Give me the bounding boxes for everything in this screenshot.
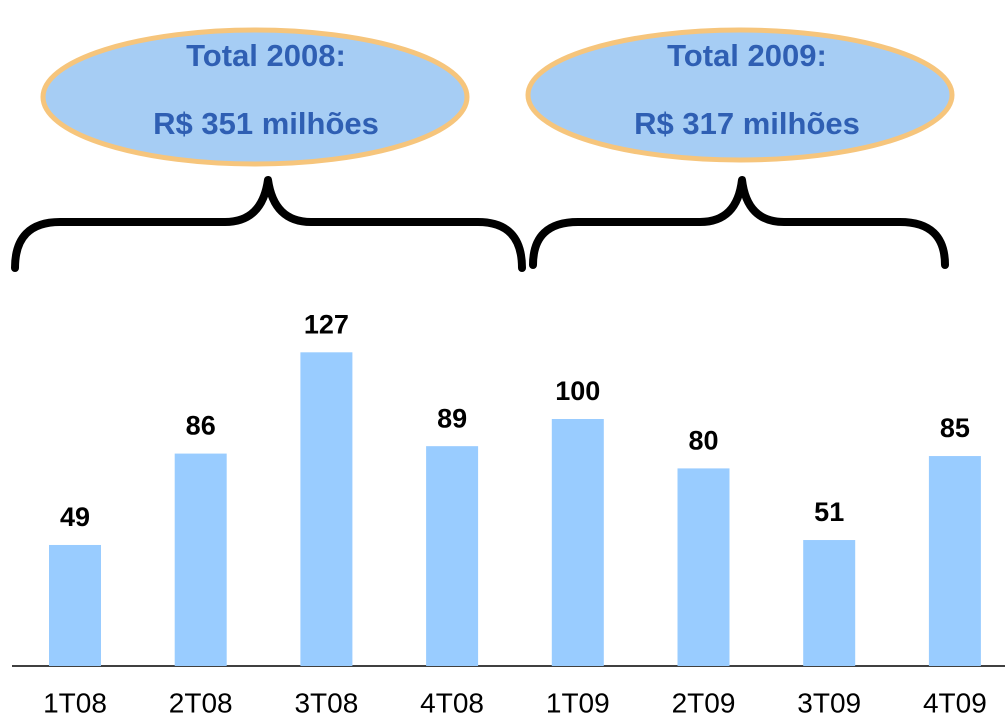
x-tick-label: 4T09 [923, 687, 987, 718]
data-label: 86 [186, 411, 216, 441]
brace [529, 176, 949, 269]
annotation-text: R$ 351 milhões [153, 106, 379, 141]
data-label: 80 [688, 426, 718, 456]
bar [49, 544, 101, 666]
annotation-title: Total 2009: [667, 38, 827, 73]
data-label: 100 [555, 376, 600, 406]
x-tick-label: 2T08 [169, 687, 233, 718]
bar [300, 352, 353, 666]
x-tick-label: 3T08 [294, 687, 358, 718]
annotation-bubble [525, 27, 955, 163]
bar [677, 468, 730, 666]
data-label: 127 [304, 309, 349, 339]
bar [551, 419, 604, 666]
bar [928, 456, 981, 666]
data-label: 49 [60, 502, 90, 532]
annotation-title: Total 2008: [186, 38, 346, 73]
x-tick-label: 4T08 [420, 687, 484, 718]
annotation-text: R$ 317 milhões [634, 106, 860, 141]
data-label: 85 [940, 413, 970, 443]
bar [174, 453, 227, 666]
x-tick-label: 3T09 [797, 687, 861, 718]
bar [426, 446, 479, 666]
data-label: 51 [814, 497, 844, 527]
bar [803, 540, 856, 666]
brace [11, 176, 526, 272]
x-tick-label: 1T09 [546, 687, 610, 718]
x-tick-label: 1T08 [43, 687, 107, 718]
x-tick-label: 2T09 [672, 687, 736, 718]
annotation-bubble [40, 27, 470, 167]
data-label: 89 [437, 403, 467, 433]
